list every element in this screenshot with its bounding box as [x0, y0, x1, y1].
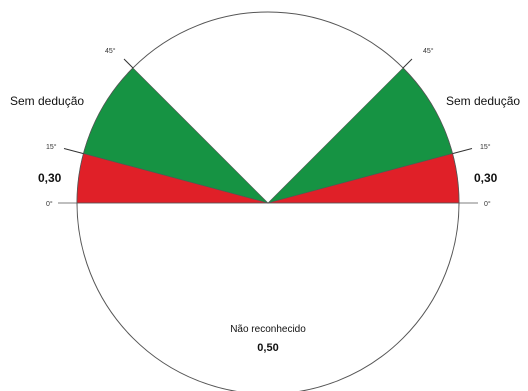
nao-reconhecido-label: Não reconhecido [230, 324, 306, 335]
left-green-sector [83, 67, 270, 204]
right-0-label: 0° [484, 200, 491, 208]
left-15-tick [63, 148, 84, 155]
left-sem-deducao-label: Sem dedução [10, 94, 84, 108]
center-value-label: 0,50 [257, 342, 278, 354]
left-45-tick [123, 58, 134, 69]
right-sem-deducao-label: Sem dedução [446, 94, 520, 108]
left-15-label: 15° [46, 143, 57, 151]
right-15-tick [452, 148, 473, 155]
left-value-label: 0,30 [38, 171, 62, 185]
right-45-label: 45° [423, 47, 434, 55]
left-45-label: 45° [105, 47, 116, 55]
right-15-label: 15° [480, 143, 491, 151]
right-value-label: 0,30 [474, 171, 498, 185]
left-0-label: 0° [46, 200, 53, 208]
right-45-tick [402, 58, 413, 69]
right-green-sector [266, 67, 453, 204]
